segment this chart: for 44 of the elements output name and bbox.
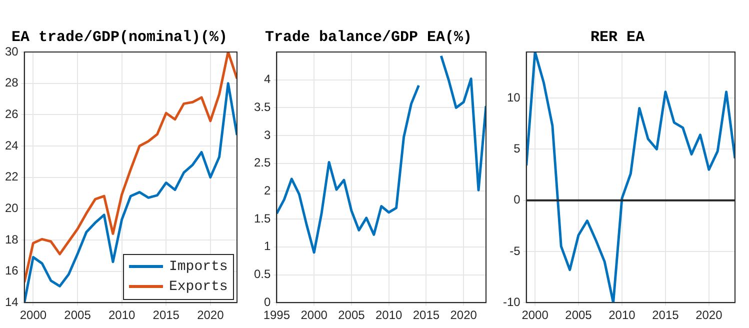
y-tick-label: 4 — [264, 72, 271, 86]
y-tick-label: 28 — [4, 76, 19, 90]
y-tick-label: 5 — [514, 141, 521, 156]
y-tick-label: 0 — [264, 294, 271, 309]
x-tick-label: 2000 — [522, 308, 549, 322]
x-tick-label: 2000 — [20, 308, 47, 322]
x-tick-label: 2010 — [608, 308, 636, 322]
y-tick-label: 3 — [264, 128, 271, 142]
y-tick-label: 2 — [264, 184, 271, 198]
x-tick-label: 2020 — [197, 308, 224, 322]
y-tick-label: 1.5 — [254, 211, 271, 226]
x-tick-label: 2020 — [450, 308, 478, 322]
x-tick-label: 2010 — [108, 308, 136, 322]
x-tick-label: 2010 — [375, 308, 402, 322]
y-tick-label: 0 — [514, 192, 521, 207]
x-tick-label: 2005 — [565, 308, 592, 322]
y-tick-label: 10 — [506, 90, 521, 104]
x-tick-label: 1995 — [263, 308, 290, 322]
y-tick-label: 16 — [4, 264, 19, 278]
y-tick-label: 22 — [4, 170, 19, 184]
y-tick-label: 2.5 — [254, 156, 271, 170]
y-tick-label: -5 — [510, 244, 521, 258]
chart-title: RER EA — [590, 28, 645, 46]
y-tick-label: 14 — [4, 294, 19, 309]
x-tick-label: 2020 — [696, 308, 723, 322]
y-tick-label: 30 — [4, 44, 19, 58]
chart-title: EA trade/GDP(nominal)(%) — [11, 28, 228, 46]
chart-title: Trade balance/GDP EA(%) — [264, 28, 472, 46]
x-tick-label: 2015 — [152, 308, 180, 322]
x-tick-label: 2005 — [338, 308, 366, 322]
x-tick-label: 2015 — [412, 308, 440, 322]
x-tick-label: 2005 — [64, 308, 92, 322]
legend-label: Exports — [169, 278, 228, 295]
y-tick-label: 18 — [4, 232, 19, 246]
x-tick-label: 2000 — [300, 308, 328, 322]
y-tick-label: 26 — [4, 106, 19, 121]
y-tick-label: 0.5 — [254, 267, 271, 282]
legend-label: Imports — [169, 258, 228, 275]
y-tick-label: 1 — [264, 239, 271, 254]
y-tick-label: 24 — [4, 138, 19, 152]
y-tick-label: 3.5 — [254, 100, 271, 114]
x-tick-label: 2015 — [652, 308, 680, 322]
y-tick-label: 20 — [4, 200, 19, 215]
y-tick-label: -10 — [503, 294, 521, 309]
